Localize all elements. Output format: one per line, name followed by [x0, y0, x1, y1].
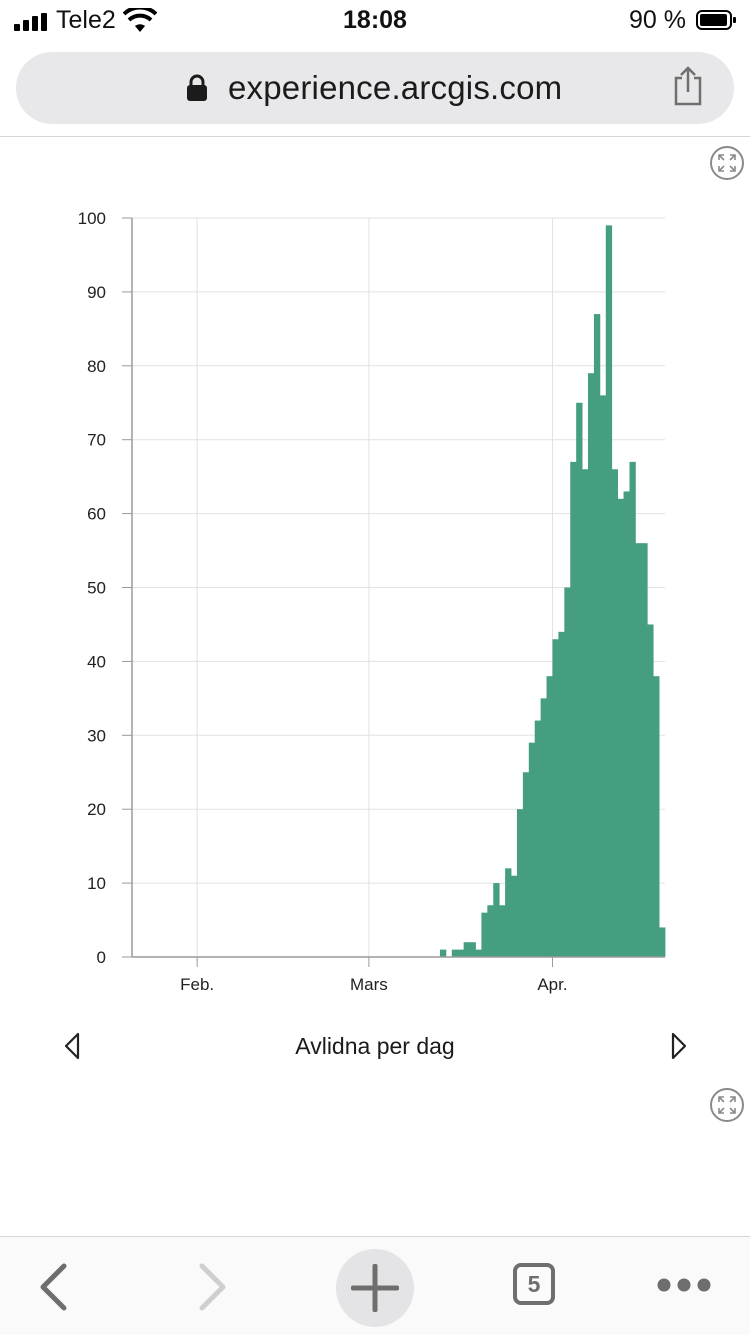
- bar: [511, 875, 518, 957]
- bar: [623, 491, 630, 957]
- carrier-name: Tele2: [56, 6, 116, 34]
- forward-icon[interactable]: [198, 1263, 228, 1311]
- tabs-button[interactable]: 5: [513, 1263, 555, 1305]
- bar: [576, 402, 583, 957]
- triangle-right-icon: [671, 1032, 687, 1060]
- bar: [599, 395, 607, 957]
- bar: [439, 949, 447, 957]
- triangle-left-icon: [64, 1032, 80, 1060]
- browser-toolbar: 5: [0, 1236, 750, 1335]
- bar: [647, 624, 654, 957]
- bar: [605, 225, 613, 957]
- bar: [564, 587, 571, 957]
- bar: [528, 742, 536, 957]
- bar: [499, 905, 506, 957]
- cellular-signal-icon: [14, 13, 50, 31]
- expand-icon[interactable]: [710, 1088, 744, 1122]
- bar: [593, 314, 601, 957]
- bar: [481, 912, 488, 957]
- bar: [451, 949, 459, 957]
- y-tick-label: 80: [87, 357, 106, 376]
- wifi-icon: [123, 8, 157, 32]
- x-tick-label: Apr.: [537, 975, 567, 994]
- bar: [582, 469, 589, 957]
- chart-title: Avlidna per dag: [295, 1033, 455, 1059]
- y-tick-label: 0: [97, 948, 106, 967]
- bar: [463, 942, 470, 957]
- bar: [611, 469, 619, 957]
- battery-percent: 90 %: [629, 6, 686, 34]
- x-tick-label: Mars: [350, 975, 388, 994]
- divider: [0, 136, 750, 137]
- bar: [475, 949, 482, 957]
- y-tick-label: 70: [87, 431, 106, 450]
- deaths-per-day-chart: 0 10 20 30 40 50 60 70 80 90 100 Feb. Mars Apr.: [78, 209, 666, 994]
- bar: [659, 927, 666, 957]
- plus-icon: [351, 1264, 399, 1312]
- y-tick-label: 100: [78, 209, 106, 228]
- y-tick-label: 30: [87, 726, 106, 745]
- address-bar[interactable]: experience.arcgis.com: [16, 52, 734, 124]
- back-icon[interactable]: [38, 1263, 68, 1311]
- bar: [534, 720, 542, 957]
- more-icon[interactable]: [656, 1277, 712, 1293]
- bar: [516, 809, 524, 957]
- bar: [558, 631, 565, 957]
- bar: [588, 373, 595, 957]
- y-tick-label: 20: [87, 800, 106, 819]
- bar: [469, 942, 476, 957]
- bar: [629, 461, 636, 957]
- bar: [522, 772, 530, 957]
- y-tick-label: 50: [87, 579, 106, 598]
- bar: [546, 676, 553, 957]
- battery-icon: [696, 10, 736, 30]
- x-tick-label: Feb.: [180, 975, 214, 994]
- bar: [487, 905, 494, 957]
- new-tab-button[interactable]: [336, 1249, 414, 1327]
- next-chart-button[interactable]: [670, 1032, 688, 1060]
- bar: [617, 498, 624, 957]
- y-tick-label: 90: [87, 283, 106, 302]
- status-bar: Tele2 18:08 90 %: [0, 0, 750, 42]
- bar: [505, 868, 512, 957]
- bar: [635, 543, 642, 957]
- lock-icon: [187, 74, 207, 101]
- bar: [457, 949, 465, 957]
- bar: [570, 461, 577, 957]
- y-tick-label: 10: [87, 874, 106, 893]
- bar: [552, 639, 559, 957]
- bar: [641, 543, 648, 957]
- bar: [653, 676, 660, 957]
- y-tick-label: 40: [87, 652, 106, 671]
- bar: [493, 883, 500, 957]
- expand-icon[interactable]: [710, 146, 744, 180]
- share-icon[interactable]: [672, 66, 704, 106]
- previous-chart-button[interactable]: [63, 1032, 81, 1060]
- bar: [540, 698, 547, 957]
- clock: 18:08: [343, 6, 407, 34]
- url-text[interactable]: experience.arcgis.com: [228, 69, 563, 106]
- y-tick-label: 60: [87, 505, 106, 524]
